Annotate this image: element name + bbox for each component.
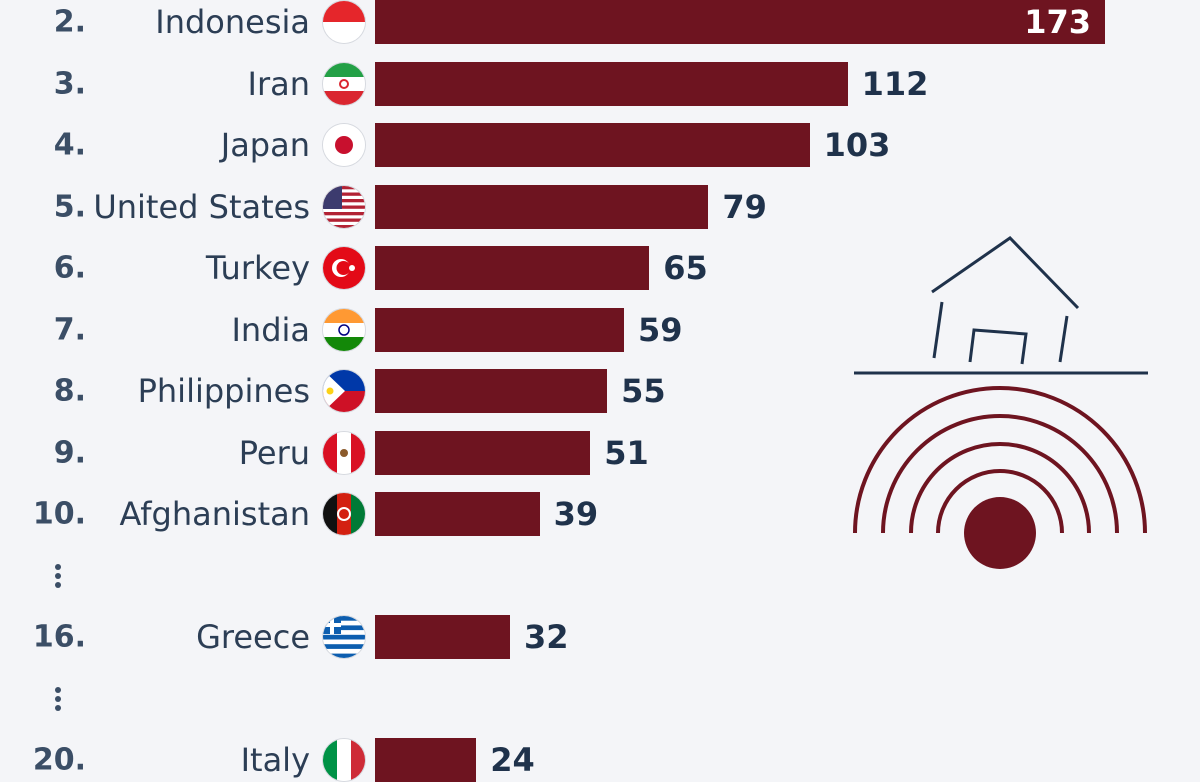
flag-peru-icon (323, 431, 365, 474)
ellipsis-dot (55, 695, 61, 702)
rank-label: 10. (32, 496, 86, 532)
bar (375, 307, 624, 352)
bar (375, 492, 540, 536)
bar (375, 61, 848, 106)
flag-philippines-icon (323, 370, 365, 412)
bar (375, 246, 650, 290)
flag-afghanistan-icon (323, 493, 365, 535)
ellipsis-dot (55, 572, 61, 579)
country-label: Iran (247, 64, 310, 103)
country-label: Afghanistan (119, 495, 311, 533)
rank-label: 16. (32, 619, 86, 655)
ellipsis-separator (50, 561, 66, 591)
rank-label: 4. (53, 127, 86, 163)
earthquake-house-icon (853, 236, 1148, 569)
country-label: India (231, 310, 310, 349)
value-label: 59 (637, 310, 683, 349)
rank-label: 9. (53, 435, 86, 470)
flag-iran-icon (323, 62, 365, 105)
country-label: Philippines (137, 372, 310, 410)
value-label: 39 (553, 495, 599, 533)
flag-greece-icon (323, 616, 365, 658)
rank-label: 7. (53, 312, 86, 347)
bar (375, 738, 477, 782)
value-label: 55 (621, 372, 666, 410)
ellipsis-dot (55, 581, 61, 588)
rank-label: 5. (53, 189, 86, 224)
flag-turkey-icon (323, 247, 365, 289)
value-label: 112 (861, 64, 929, 103)
value-label: 173 (1024, 3, 1091, 41)
flag-india-icon (323, 308, 365, 351)
country-label: United States (93, 187, 310, 226)
flag-united-states-icon (323, 185, 365, 228)
country-label: Italy (240, 741, 310, 779)
ellipsis-dot (55, 686, 61, 693)
ellipsis-separator (50, 684, 66, 714)
value-label: 24 (490, 741, 535, 779)
ellipsis-dot (55, 704, 61, 711)
bar (375, 184, 709, 229)
value-label: 79 (722, 187, 767, 226)
bar (375, 123, 810, 167)
value-label: 65 (663, 249, 708, 287)
value-label: 103 (823, 126, 891, 164)
rank-label: 8. (53, 373, 86, 409)
country-label: Japan (220, 126, 310, 164)
bar (375, 369, 608, 413)
rank-label: 20. (32, 742, 86, 778)
rank-label: 6. (53, 250, 86, 286)
bar (375, 615, 511, 659)
country-label: Greece (196, 618, 310, 656)
bar (375, 430, 591, 475)
country-label: Turkey (205, 249, 310, 287)
rank-label: 3. (53, 66, 86, 101)
country-label: Peru (238, 433, 310, 472)
value-label: 32 (524, 618, 569, 656)
flag-japan-icon (323, 124, 365, 166)
flag-indonesia-icon (323, 1, 365, 43)
country-label: Indonesia (155, 3, 310, 41)
flag-italy-icon (323, 739, 365, 781)
ellipsis-dot (55, 563, 61, 570)
value-label: 51 (604, 433, 649, 472)
bar (375, 0, 1105, 44)
rank-label: 2. (53, 4, 86, 40)
